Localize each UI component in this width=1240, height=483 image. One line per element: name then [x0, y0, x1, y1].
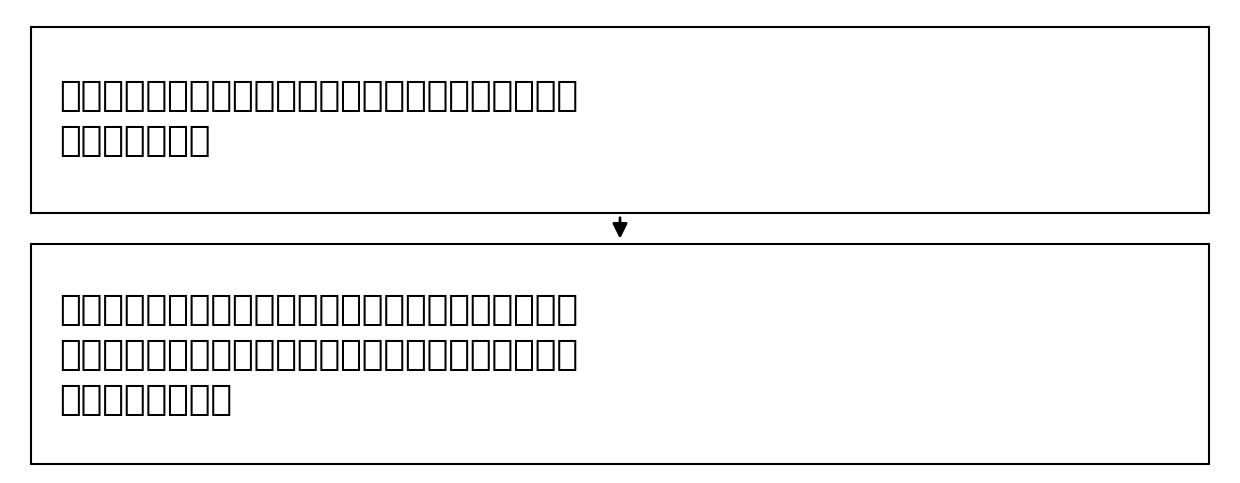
FancyBboxPatch shape — [31, 27, 1209, 213]
Text: 获取门级网表，并获取门级网表中每个底层子模块的总
绕线数和总面积: 获取门级网表，并获取门级网表中每个底层子模块的总 绕线数和总面积 — [60, 79, 579, 158]
FancyBboxPatch shape — [31, 244, 1209, 464]
Text: 根据每个底层子模块的总绕线数和总面积获得每个底层
子模块的绕线拥塞度，并根据绕线拥塞度判断出现绕线
拥塞的底层子模块: 根据每个底层子模块的总绕线数和总面积获得每个底层 子模块的绕线拥塞度，并根据绕线… — [60, 293, 579, 417]
